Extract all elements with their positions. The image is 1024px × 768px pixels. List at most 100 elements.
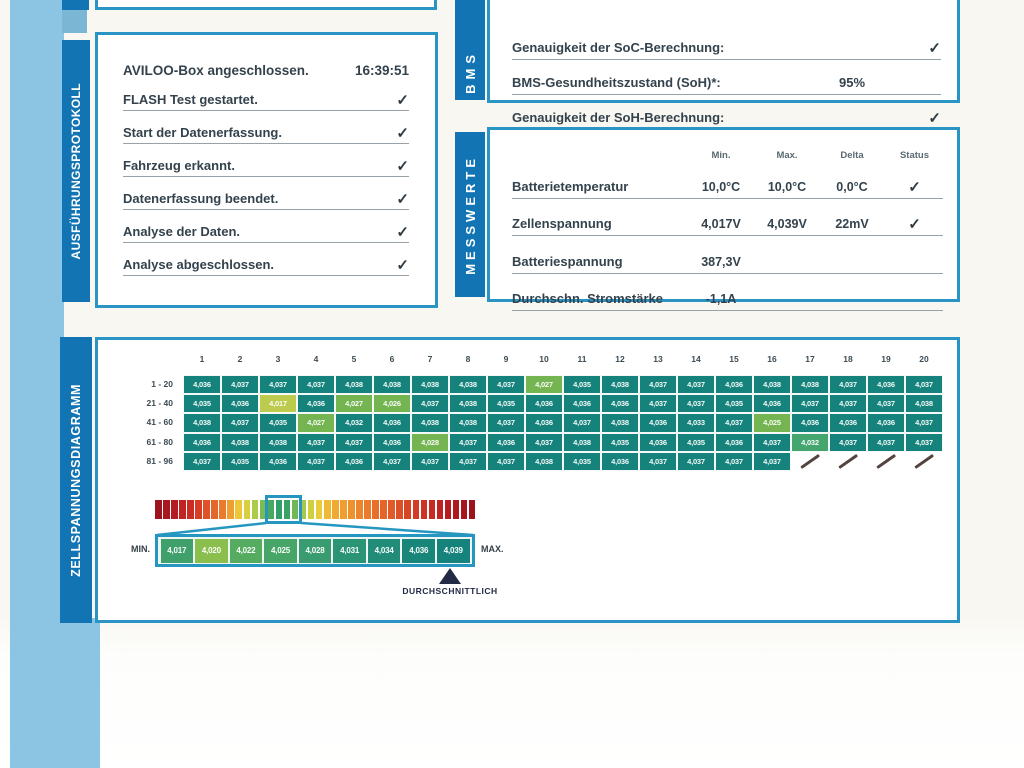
messwerte-section-bar: MESSWERTE xyxy=(455,132,485,297)
gradient-segment xyxy=(283,500,291,519)
messwerte-row: Batterietemperatur 10,0°C 10,0°C 0,0°C ✓ xyxy=(512,161,943,199)
check-icon: ✓ xyxy=(396,92,409,109)
zoom-cell: 4,031 xyxy=(333,538,366,563)
protocol-step-list: FLASH Test gestartet. ✓ Start der Datenerf… xyxy=(123,78,409,276)
voltage-cell: 4,037 xyxy=(715,413,753,433)
column-header: 12 xyxy=(615,354,625,364)
zoom-cell: 4,022 xyxy=(229,538,263,563)
gradient-segment xyxy=(444,500,452,519)
measure-min-value: 387,3V xyxy=(701,254,741,269)
voltage-cell: 4,037 xyxy=(487,451,525,471)
gradient-segment xyxy=(211,500,218,519)
protocol-row: Start der Datenerfassung. ✓ xyxy=(123,111,409,144)
gradient-segment xyxy=(259,500,267,519)
voltage-cell-grid: 4,036 4,037 4,037 4,037 4,038 4,038 4,038 4,038… xyxy=(183,375,943,471)
gradient-segment xyxy=(235,500,243,519)
voltage-cell: 4,036 xyxy=(221,394,259,414)
gradient-segment xyxy=(396,500,403,519)
voltage-cell: 4,037 xyxy=(677,451,715,471)
voltage-cell: 4,038 xyxy=(449,394,487,414)
protocol-step-label: Analyse abgeschlossen. xyxy=(123,257,275,272)
previous-section-box-remnant xyxy=(95,0,437,10)
missing-cell xyxy=(829,452,867,471)
gradient-segment xyxy=(364,500,371,519)
missing-cell xyxy=(905,452,943,471)
gradient-segment xyxy=(468,500,476,519)
gradient-segment xyxy=(428,500,436,519)
protocol-section-bar: AUSFÜHRUNGSPROTOKOLL xyxy=(62,40,90,302)
voltage-cell: 4,037 xyxy=(259,375,297,395)
measure-label: Zellenspannung xyxy=(512,216,612,231)
voltage-cell: 4,037 xyxy=(715,451,753,471)
voltage-cell: 4,037 xyxy=(829,432,867,452)
messwerte-section-label: MESSWERTE xyxy=(462,154,478,275)
measure-label: Batterietemperatur xyxy=(512,178,629,194)
gradient-segment xyxy=(388,500,395,519)
gradient-segment xyxy=(452,500,460,519)
column-header: 5 xyxy=(351,354,357,364)
voltage-cell: 4,037 xyxy=(867,432,905,452)
check-icon: ✓ xyxy=(928,110,941,127)
column-header: 18 xyxy=(843,354,853,364)
voltage-cell: 4,035 xyxy=(601,432,639,452)
voltage-cell: 4,035 xyxy=(259,413,297,433)
voltage-cell: 4,038 xyxy=(449,413,487,433)
gradient-segment xyxy=(155,500,162,519)
left-decor-band-bottom xyxy=(10,618,100,768)
messwerte-row: Durchschn. Stromstärke -1,1A xyxy=(512,274,943,311)
voltage-cell: 4,037 xyxy=(449,432,487,452)
zoom-cell: 4,020 xyxy=(195,538,228,563)
slash-icon xyxy=(914,454,934,469)
messwerte-header-row: Min. Max. Delta Status xyxy=(512,150,943,161)
voltage-cell: 4,038 xyxy=(411,413,449,433)
measure-min-value: -1,1A xyxy=(705,292,737,306)
bms-row: Genauigkeit der SoH-Berechnung: ✓ xyxy=(512,95,941,130)
measure-min-value: 4,017V xyxy=(701,217,741,231)
measure-label: Durchschn. Stromstärke xyxy=(512,291,663,306)
measure-column-header: Delta xyxy=(840,150,864,161)
measure-max-value: 10,0°C xyxy=(767,179,807,194)
voltage-cell: 4,036 xyxy=(297,394,335,414)
zoomed-voltage-strip: 4,017 4,020 4,022 4,025 4,028 4,031 4,034 4,036… xyxy=(155,534,475,567)
voltage-cell: 4,038 xyxy=(563,432,601,452)
check-icon: ✓ xyxy=(396,257,409,274)
measure-delta-value: 22mV xyxy=(835,217,869,231)
zoom-cell: 4,017 xyxy=(160,538,194,563)
protocol-title: AVILOO-Box angeschlossen. xyxy=(123,63,309,78)
bms-box: Genauigkeit der SoC-Berechnung: ✓ BMS-Gesu… xyxy=(487,0,960,130)
voltage-cell: 4,037 xyxy=(297,451,335,471)
voltage-cell: 4,032 xyxy=(335,413,373,433)
voltage-cell: 4,038 xyxy=(753,375,791,395)
gradient-segment xyxy=(332,500,339,519)
gradient-segment xyxy=(187,500,194,519)
protocol-step-label: Datenerfassung beendet. xyxy=(123,191,279,206)
protocol-step-label: Start der Datenerfassung. xyxy=(123,125,282,140)
row-label: 81 - 96 xyxy=(146,455,173,466)
voltage-cell: 4,036 xyxy=(183,432,221,452)
column-header: 1 xyxy=(199,354,205,364)
cell-row: 4,037 4,035 4,036 4,037 4,036 4,037 4,037 4,037… xyxy=(183,451,943,471)
gradient-segment xyxy=(404,500,411,519)
min-label: MIN. xyxy=(131,544,150,554)
gradient-segment xyxy=(179,500,186,519)
voltage-cell: 4,037 xyxy=(867,394,905,414)
bms-section-label: BMS xyxy=(462,50,478,94)
voltage-cell: 4,036 xyxy=(525,394,563,414)
diagram-section-bar: ZELLSPANNUNGSDIAGRAMM xyxy=(60,337,92,623)
voltage-cell: 4,038 xyxy=(601,413,639,433)
voltage-cell: 4,036 xyxy=(867,375,905,395)
gradient-segment xyxy=(227,500,234,519)
voltage-cell: 4,037 xyxy=(411,451,449,471)
voltage-cell: 4,037 xyxy=(677,394,715,414)
gradient-segment xyxy=(307,500,315,519)
check-icon: ✓ xyxy=(928,40,941,57)
voltage-cell: 4,037 xyxy=(791,394,829,414)
voltage-cell: 4,038 xyxy=(411,375,449,395)
voltage-cell: 4,036 xyxy=(715,375,753,395)
voltage-cell: 4,037 xyxy=(297,432,335,452)
missing-cell xyxy=(867,452,905,471)
protocol-box: AVILOO-Box angeschlossen. 16:39:51 FLASH… xyxy=(95,32,438,308)
gradient-segment xyxy=(195,500,202,519)
protocol-row: Analyse der Daten. ✓ xyxy=(123,210,409,243)
messwerte-box: Min. Max. Delta Status Batterietemperatur 10… xyxy=(487,127,960,311)
